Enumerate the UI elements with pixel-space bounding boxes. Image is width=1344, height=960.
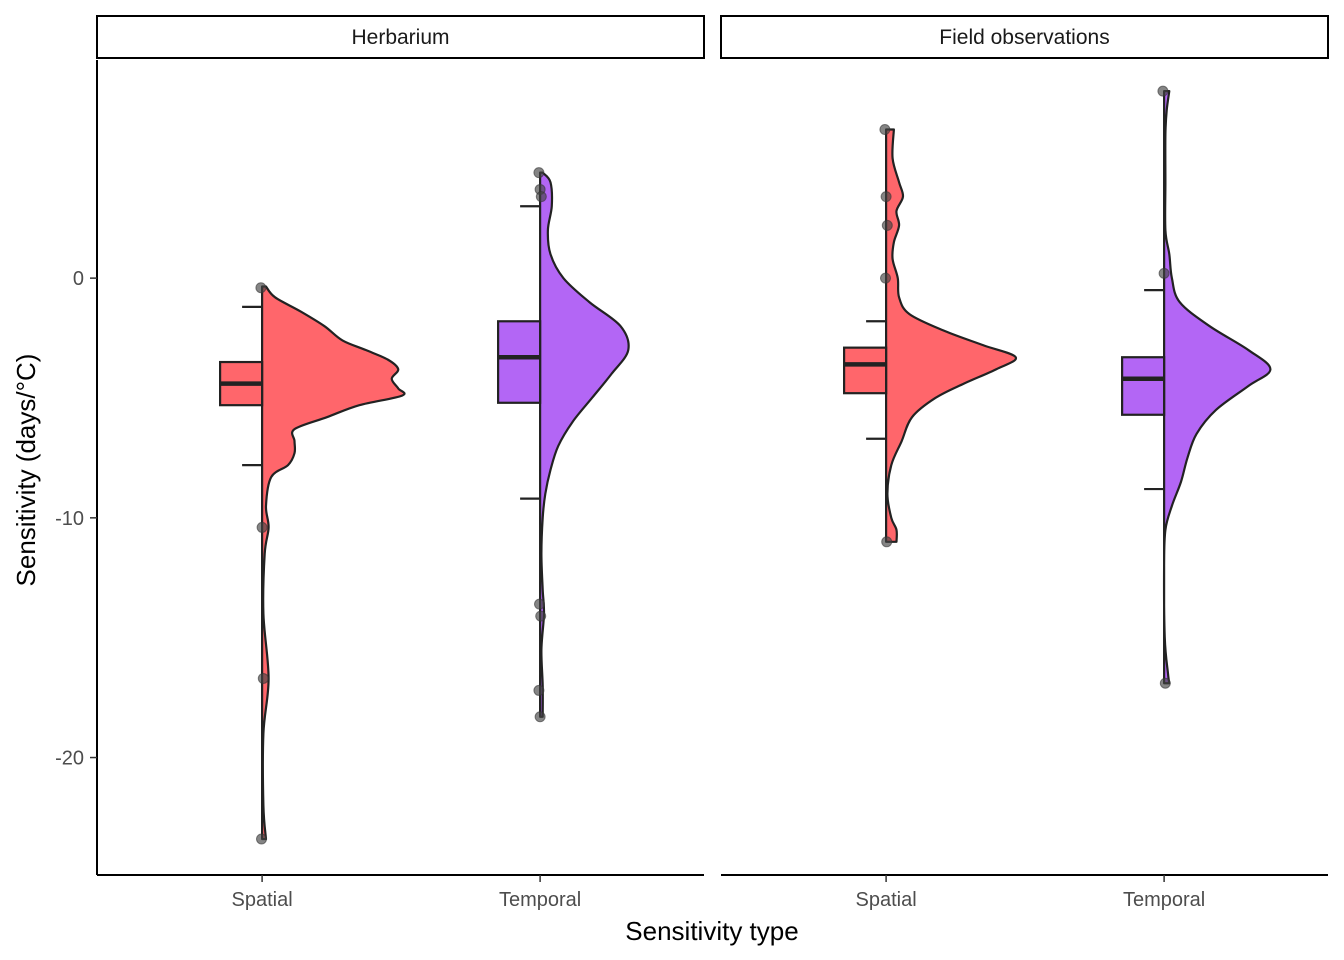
density-half-violin: [539, 171, 630, 718]
panel-field-observations: Field observations Spatial Temporal: [720, 15, 1329, 911]
y-axis-title: Sensitivity (days/°C): [11, 354, 41, 587]
x-tick-label: Spatial: [232, 889, 293, 911]
density-half-violin: [261, 285, 406, 841]
facet-strip-label: Herbarium: [351, 26, 449, 49]
data-point: [533, 167, 545, 179]
facet-strip: [96, 15, 705, 59]
facet-strip-label: Field observations: [939, 26, 1109, 49]
data-point: [881, 219, 893, 231]
data-point: [533, 684, 545, 696]
data-point: [879, 124, 891, 136]
data-point: [534, 711, 546, 723]
facet-strip: [720, 15, 1329, 59]
group-temporal: Temporal: [497, 167, 630, 911]
data-point: [880, 272, 892, 284]
data-point: [535, 191, 547, 203]
x-tick-label: Temporal: [499, 889, 581, 911]
y-tick-label: 0: [73, 268, 84, 290]
data-point: [257, 672, 269, 684]
box-iqr: [843, 346, 888, 395]
y-tick-label: -10: [55, 508, 84, 530]
data-point: [534, 598, 546, 610]
x-axis-title: Sensitivity type: [625, 916, 798, 946]
group-spatial: Spatial: [843, 124, 1017, 911]
data-point: [256, 833, 268, 845]
data-point: [255, 282, 267, 294]
axes-layer: Sensitivity type Sensitivity (days/°C) 0…: [11, 60, 799, 946]
x-tick-label: Spatial: [856, 889, 917, 911]
data-point: [1158, 267, 1170, 279]
x-tick-label: Temporal: [1123, 889, 1205, 911]
data-point: [881, 536, 893, 548]
y-tick-label: -20: [55, 748, 84, 770]
data-point: [535, 610, 547, 622]
panel-herbarium: Herbarium Spatial Temporal: [96, 15, 705, 911]
data-point: [1159, 677, 1171, 689]
density-half-violin: [885, 128, 1017, 543]
group-spatial: Spatial: [219, 282, 406, 911]
box-iqr: [1121, 356, 1166, 416]
data-point: [256, 521, 268, 533]
data-point: [880, 191, 892, 203]
group-temporal: Temporal: [1121, 85, 1272, 911]
box-iqr: [497, 320, 542, 404]
density-half-violin: [1162, 90, 1272, 685]
data-point: [1157, 85, 1169, 97]
